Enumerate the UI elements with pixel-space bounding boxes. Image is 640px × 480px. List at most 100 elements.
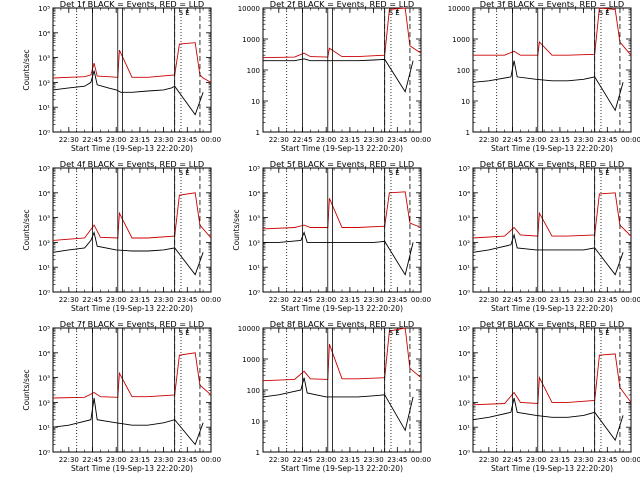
y-tick-label: 10⁴ bbox=[248, 190, 260, 198]
series-black-events bbox=[262, 377, 414, 432]
chart-title: Det 7f BLACK = Events, RED = LLD bbox=[60, 319, 204, 329]
y-tick-label: 10⁵ bbox=[38, 5, 50, 13]
chart-title: Det 9f BLACK = Events, RED = LLD bbox=[480, 319, 624, 329]
y-tick-label: 10¹ bbox=[38, 104, 50, 112]
y-tick-label: 100 bbox=[247, 67, 260, 75]
chart-panel-7: Det 7f BLACK = Events, RED = LLD 10⁰ 10¹ 10… bbox=[22, 319, 221, 473]
x-tick-label: 22:30 bbox=[479, 296, 499, 304]
x-tick-label: 23:15 bbox=[340, 296, 360, 304]
y-tick-label: 10 bbox=[461, 98, 470, 106]
y-tick-label: 10³ bbox=[38, 215, 50, 223]
x-tick-label: 22:45 bbox=[502, 456, 522, 464]
series-red-lld bbox=[262, 191, 422, 230]
x-tick-label: 00:00 bbox=[201, 136, 221, 144]
y-tick-label: 10² bbox=[458, 399, 470, 407]
y-tick-label: 10⁴ bbox=[38, 190, 50, 198]
series-red-lld bbox=[52, 42, 212, 83]
annotation-se: S E bbox=[599, 169, 610, 177]
x-tick-label: 23:45 bbox=[177, 456, 197, 464]
chart-title: Det 2f BLACK = Events, RED = LLD bbox=[270, 0, 414, 9]
chart-panel-4: Det 4f BLACK = Events, RED = LLD 10⁰ 10¹ 10… bbox=[22, 159, 221, 313]
chart-panel-2: Det 2f BLACK = Events, RED = LLD 1 10 100 10… bbox=[238, 0, 431, 153]
y-tick-label: 10³ bbox=[458, 375, 470, 383]
y-tick-label: 10⁰ bbox=[38, 449, 50, 457]
annotation-se: S E bbox=[179, 329, 190, 337]
x-tick-label: 23:15 bbox=[550, 296, 570, 304]
x-tick-label: 23:00 bbox=[526, 136, 546, 144]
x-tick-label: 23:15 bbox=[340, 456, 360, 464]
series-black-events bbox=[52, 70, 204, 116]
series-red-lld bbox=[52, 352, 212, 399]
x-tick-label: 23:15 bbox=[550, 456, 570, 464]
y-tick-label: 10⁴ bbox=[458, 350, 470, 358]
y-tick-label: 1000 bbox=[242, 36, 260, 44]
y-tick-label: 1000 bbox=[452, 36, 470, 44]
y-tick-label: 1000 bbox=[242, 356, 260, 364]
x-tick-label: 23:30 bbox=[154, 136, 174, 144]
y-tick-label: 10⁰ bbox=[38, 289, 50, 297]
annotation-se: S E bbox=[389, 329, 400, 337]
x-axis-label: Start Time (19-Sep-13 22:20:20) bbox=[71, 144, 193, 153]
annotation-se: S E bbox=[179, 169, 190, 177]
x-tick-label: 22:45 bbox=[502, 296, 522, 304]
x-tick-label: 23:00 bbox=[106, 136, 126, 144]
x-tick-label: 22:45 bbox=[292, 456, 312, 464]
x-tick-label: 00:00 bbox=[411, 296, 431, 304]
annotation-se: S E bbox=[179, 9, 190, 17]
chart-title: Det 4f BLACK = Events, RED = LLD bbox=[60, 159, 204, 169]
x-tick-label: 23:45 bbox=[597, 296, 617, 304]
x-tick-label: 23:45 bbox=[177, 136, 197, 144]
chart-panel-1: Det 1f BLACK = Events, RED = LLD 10⁰ 10¹ 10… bbox=[22, 0, 221, 153]
y-axis-label: Counts/sec bbox=[22, 209, 31, 250]
series-black-events bbox=[263, 231, 414, 276]
x-axis-label: Start Time (19-Sep-13 22:20:20) bbox=[491, 464, 613, 473]
y-tick-label: 10000 bbox=[448, 5, 470, 13]
y-tick-label: 10⁰ bbox=[458, 289, 470, 297]
x-tick-label: 00:00 bbox=[621, 296, 640, 304]
y-tick-label: 10² bbox=[38, 399, 50, 407]
y-tick-label: 10 bbox=[251, 418, 260, 426]
x-tick-label: 00:00 bbox=[411, 136, 431, 144]
y-tick-label: 10⁰ bbox=[38, 129, 50, 137]
x-tick-label: 22:30 bbox=[479, 136, 499, 144]
y-tick-label: 10⁰ bbox=[458, 449, 470, 457]
chart-panel-3: Det 3f BLACK = Events, RED = LLD 1 10 100 10… bbox=[448, 0, 640, 153]
x-axis-label: Start Time (19-Sep-13 22:20:20) bbox=[281, 464, 403, 473]
x-tick-label: 22:30 bbox=[59, 296, 79, 304]
x-tick-label: 23:45 bbox=[597, 456, 617, 464]
x-axis-label: Start Time (19-Sep-13 22:20:20) bbox=[491, 144, 613, 153]
y-tick-label: 10¹ bbox=[38, 264, 50, 272]
x-tick-label: 23:45 bbox=[177, 296, 197, 304]
annotation-se: S E bbox=[389, 9, 400, 17]
y-tick-label: 10¹ bbox=[458, 424, 470, 432]
y-axis-label: Counts/sec bbox=[232, 209, 241, 250]
y-tick-label: 10³ bbox=[248, 215, 260, 223]
x-tick-label: 22:45 bbox=[292, 296, 312, 304]
y-tick-label: 1 bbox=[256, 129, 260, 137]
x-tick-label: 23:00 bbox=[316, 456, 336, 464]
y-tick-label: 10⁴ bbox=[38, 30, 50, 38]
x-tick-label: 23:45 bbox=[387, 456, 407, 464]
x-tick-label: 23:30 bbox=[364, 456, 384, 464]
y-tick-label: 10³ bbox=[458, 215, 470, 223]
series-black-events bbox=[472, 233, 624, 276]
series-red-lld bbox=[262, 327, 422, 382]
x-tick-label: 23:00 bbox=[526, 296, 546, 304]
x-tick-label: 23:45 bbox=[387, 136, 407, 144]
y-axis-label: Counts/sec bbox=[22, 49, 31, 90]
x-tick-label: 23:15 bbox=[130, 296, 150, 304]
chart-title: Det 8f BLACK = Events, RED = LLD bbox=[270, 319, 414, 329]
x-tick-label: 22:45 bbox=[82, 296, 102, 304]
x-axis-label: Start Time (19-Sep-13 22:20:20) bbox=[281, 144, 403, 153]
y-tick-label: 1 bbox=[256, 449, 260, 457]
series-red-lld bbox=[262, 7, 422, 59]
y-tick-label: 10⁰ bbox=[248, 289, 260, 297]
x-tick-label: 23:00 bbox=[316, 136, 336, 144]
annotation-se: S E bbox=[599, 9, 610, 17]
x-tick-label: 23:00 bbox=[526, 456, 546, 464]
x-tick-label: 22:45 bbox=[82, 456, 102, 464]
series-black-events bbox=[52, 397, 204, 446]
x-tick-label: 00:00 bbox=[201, 296, 221, 304]
x-tick-label: 00:00 bbox=[201, 456, 221, 464]
x-tick-label: 23:15 bbox=[550, 136, 570, 144]
